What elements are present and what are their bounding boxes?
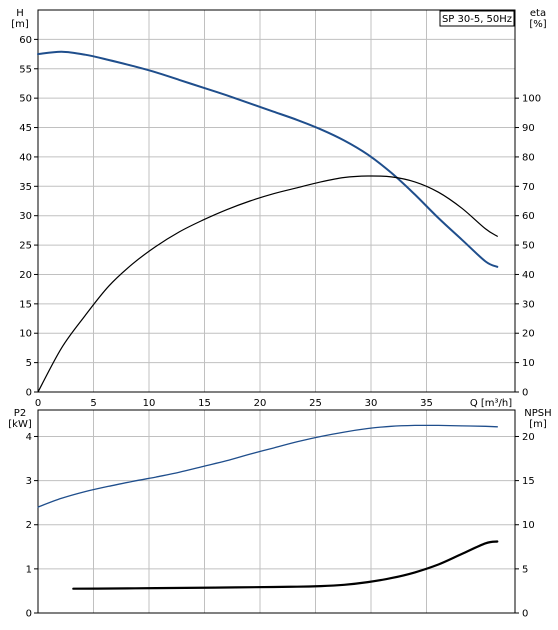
left-tick-label: 50	[19, 94, 32, 105]
right-tick-label: 60	[522, 211, 535, 222]
left-axis-name: H	[16, 8, 24, 19]
left-axis-name: P2	[14, 408, 26, 419]
right-tick-label: 40	[522, 270, 535, 281]
right-tick-label: 100	[522, 94, 541, 105]
left-tick-label: 30	[19, 211, 32, 222]
right-tick-label: 80	[522, 152, 535, 163]
right-tick-label: 0	[522, 388, 528, 399]
right-tick-label: 10	[522, 520, 535, 531]
x-tick-label: 30	[365, 398, 378, 409]
right-tick-label: 30	[522, 299, 535, 310]
right-tick-label: 5	[522, 564, 528, 575]
x-tick-label: 10	[143, 398, 156, 409]
left-tick-label: 3	[26, 476, 32, 487]
x-tick-label: 25	[309, 398, 322, 409]
x-tick-label: 0	[35, 398, 41, 409]
left-tick-label: 2	[26, 520, 32, 531]
left-tick-label: 35	[19, 182, 32, 193]
right-tick-label: 20	[522, 329, 535, 340]
right-tick-label: 15	[522, 476, 535, 487]
left-tick-label: 45	[19, 123, 32, 134]
left-tick-label: 0	[26, 388, 32, 399]
x-tick-label: 15	[198, 398, 211, 409]
series-npsh-curve	[72, 540, 499, 590]
left-tick-label: 0	[26, 609, 32, 620]
left-tick-label: 25	[19, 241, 32, 252]
series-p2-curve	[37, 424, 498, 508]
left-tick-label: 60	[19, 35, 32, 46]
left-tick-label: 20	[19, 270, 32, 281]
x-tick-label: 5	[90, 398, 96, 409]
plot-frame	[37, 409, 516, 614]
left-tick-label: 40	[19, 152, 32, 163]
left-axis-unit: [m]	[11, 19, 29, 30]
right-tick-label: 0	[522, 609, 528, 620]
legend-box-label: SP 30-5, 50Hz	[442, 14, 512, 25]
left-axis-unit: [kW]	[8, 419, 32, 430]
right-axis-unit: [m]	[529, 419, 547, 430]
left-tick-label: 1	[26, 564, 32, 575]
legend-box	[439, 10, 515, 27]
right-tick-label: 90	[522, 123, 535, 134]
left-tick-label: 15	[19, 299, 32, 310]
x-axis-label: Q [m³/h]	[470, 398, 512, 409]
left-tick-label: 10	[19, 329, 32, 340]
right-tick-label: 10	[522, 358, 535, 369]
right-tick-label: 20	[522, 432, 535, 443]
x-tick-label: 35	[420, 398, 433, 409]
right-axis-name: eta	[530, 8, 546, 19]
plot-frame	[37, 9, 516, 393]
series-h-curve	[37, 50, 499, 268]
left-tick-label: 4	[26, 432, 32, 443]
left-tick-label: 5	[26, 358, 32, 369]
left-tick-label: 55	[19, 64, 32, 75]
series-eta-curve	[37, 175, 498, 393]
right-axis-name: NPSH	[524, 408, 551, 419]
right-axis-unit: [%]	[529, 19, 546, 30]
right-tick-label: 70	[522, 182, 535, 193]
right-tick-label: 50	[522, 241, 535, 252]
x-tick-label: 20	[254, 398, 267, 409]
